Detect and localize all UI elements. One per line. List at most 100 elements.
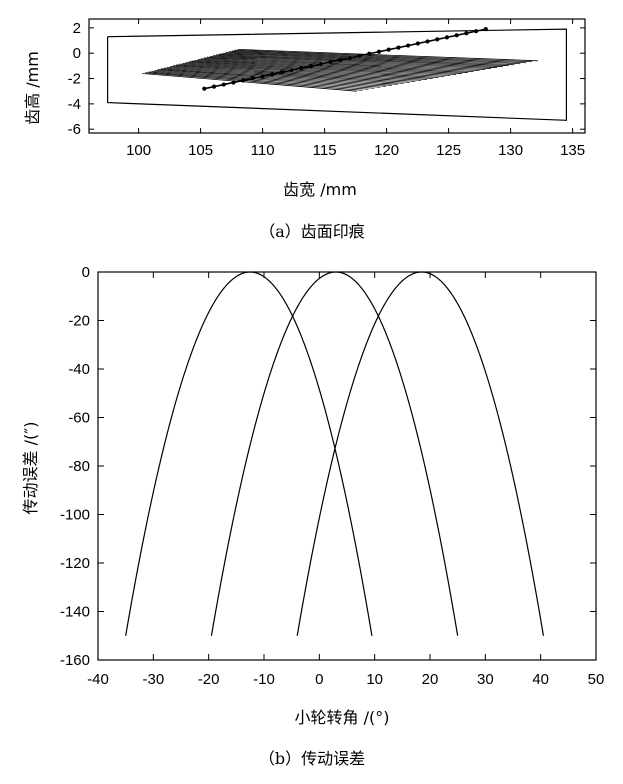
- contact-point: [347, 55, 353, 60]
- contact-point: [435, 37, 440, 42]
- x-tick-label-b: 30: [477, 671, 494, 688]
- tooth-boundary: [107, 28, 567, 121]
- axis-ticks-b: -40 -30 -20 -10 0 10 20 30 40 500-20-40-60-80-100…: [60, 264, 604, 688]
- y-tick-label-b: 0: [82, 264, 90, 281]
- contact-line: [194, 59, 457, 75]
- x-axis-label-b: 小轮转角 /(°): [295, 708, 390, 727]
- contact-line: [179, 63, 427, 80]
- contact-point: [396, 45, 401, 50]
- contact-point: [270, 72, 275, 77]
- contact-point: [376, 49, 382, 54]
- contact-line: [191, 60, 451, 76]
- contact-line: [176, 64, 422, 81]
- x-tick-label-a: 110: [251, 142, 275, 159]
- contact-point: [211, 84, 217, 89]
- contact-line: [173, 65, 416, 82]
- x-tick-label-a: 100: [126, 142, 151, 159]
- contact-point: [415, 41, 420, 46]
- y-tick-label-a: 0: [73, 45, 81, 62]
- plot-frame-b: [97, 271, 597, 661]
- contact-point: [386, 47, 391, 52]
- y-tick-label-b: -140: [60, 604, 90, 621]
- y-tick-label-b: -60: [68, 410, 90, 427]
- contact-point: [454, 33, 459, 38]
- contact-line: [151, 70, 375, 89]
- axis-ticks-a: 100 105 110 115 120 125 130 135 2 0 -2 -4 -6: [68, 19, 585, 159]
- contact-line: [237, 49, 538, 62]
- contact-point: [318, 61, 323, 67]
- contact-line: [222, 52, 509, 67]
- contact-point: [406, 43, 411, 48]
- contact-line: [231, 50, 527, 64]
- contact-line: [210, 55, 486, 71]
- contact-point: [464, 31, 469, 36]
- contact-line: [154, 69, 381, 88]
- contact-point: [221, 82, 226, 87]
- contact-point: [425, 39, 430, 44]
- x-tick-label-b: -30: [142, 671, 164, 688]
- contact-point: [231, 80, 236, 85]
- x-tick-label-b: 20: [422, 671, 439, 688]
- x-tick-label-b: -20: [198, 671, 220, 688]
- y-tick-label-a: -2: [68, 71, 81, 88]
- contact-line: [185, 62, 439, 78]
- contact-point: [241, 78, 246, 83]
- y-tick-label-b: -100: [60, 507, 90, 524]
- contact-line: [219, 53, 503, 68]
- x-tick-label-b: -10: [253, 671, 275, 688]
- y-tick-label-a: -6: [68, 121, 81, 138]
- contact-point: [357, 53, 362, 58]
- contact-line: [234, 49, 533, 63]
- contact-line: [170, 66, 410, 83]
- error-curve-1: [125, 271, 373, 636]
- contact-point: [473, 29, 479, 34]
- x-tick-label-b: 50: [588, 671, 605, 688]
- contact-line: [160, 68, 392, 86]
- panel-b-transmission-error: -40 -30 -20 -10 0 10 20 30 40 500-20-40-60-80-100…: [21, 264, 604, 768]
- contact-line: [216, 54, 498, 69]
- contact-point: [328, 59, 333, 65]
- y-tick-label-b: -40: [68, 361, 90, 378]
- contact-line: [145, 72, 363, 91]
- x-tick-label-b: 10: [366, 671, 383, 688]
- contact-point: [308, 63, 314, 69]
- x-tick-label-a: 135: [560, 142, 585, 159]
- contact-line: [163, 67, 398, 85]
- contact-point: [483, 27, 488, 32]
- contact-line: [157, 69, 387, 87]
- contact-point: [250, 76, 255, 81]
- plot-frame-a: [88, 18, 586, 134]
- x-tick-label-a: 130: [498, 142, 523, 159]
- x-axis-label-a: 齿宽 /mm: [283, 180, 357, 199]
- plot-area-b: [125, 271, 545, 636]
- y-axis-label-a: 齿高 /mm: [23, 51, 42, 125]
- contact-point: [279, 70, 285, 75]
- contact-point: [299, 66, 304, 71]
- contact-point: [367, 51, 372, 56]
- contact-line: [166, 66, 404, 84]
- contact-line: [142, 73, 357, 92]
- y-tick-label-a: 2: [73, 20, 81, 37]
- error-curve-2: [210, 271, 459, 636]
- x-tick-label-b: -40: [87, 671, 109, 688]
- contact-point: [444, 35, 450, 40]
- x-tick-label-b: 40: [532, 671, 549, 688]
- error-curve-3: [296, 271, 545, 636]
- y-tick-label-b: -160: [60, 652, 90, 669]
- contact-line: [228, 51, 521, 65]
- contact-point: [338, 57, 343, 63]
- x-tick-label-a: 115: [313, 142, 337, 159]
- contact-line: [206, 56, 480, 72]
- y-tick-label-a: -4: [68, 96, 81, 113]
- x-tick-label-a: 125: [436, 142, 461, 159]
- contact-line: [197, 59, 462, 74]
- y-tick-label-b: -120: [60, 555, 90, 572]
- contact-point: [260, 74, 265, 79]
- contact-line: [182, 62, 433, 79]
- contact-line: [203, 57, 474, 72]
- contact-point: [202, 86, 207, 91]
- contact-point: [289, 68, 294, 73]
- contact-line: [148, 71, 369, 90]
